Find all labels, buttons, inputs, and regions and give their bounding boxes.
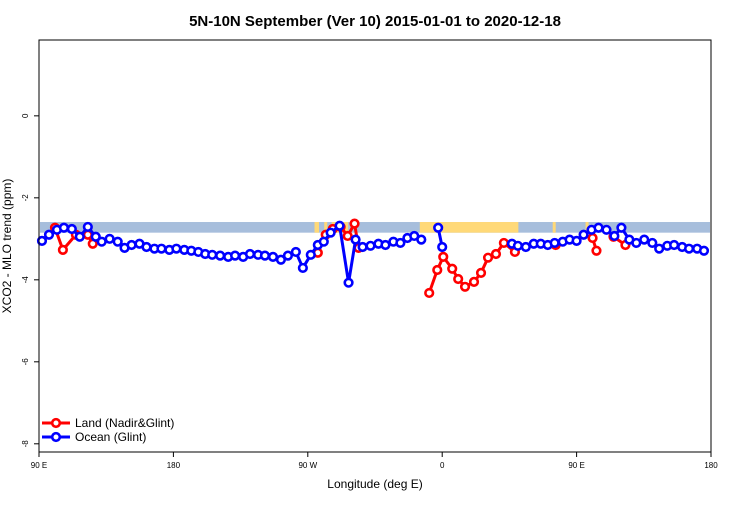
data-point — [395, 237, 406, 249]
data-point — [36, 235, 48, 246]
data-point — [357, 241, 368, 253]
data-point — [432, 264, 443, 276]
x-tick-label: 180 — [704, 461, 718, 470]
x-axis-label: Longitude (deg E) — [327, 477, 422, 491]
y-tick-label: -6 — [21, 358, 30, 366]
data-point — [468, 276, 480, 287]
data-point — [593, 222, 604, 233]
data-point — [297, 262, 308, 274]
data-point — [141, 241, 152, 253]
chart-title: 5N-10N September (Ver 10) 2015-01-01 to … — [189, 13, 561, 30]
legend-marker — [50, 431, 62, 443]
data-point — [82, 221, 93, 233]
data-point — [437, 241, 448, 253]
x-tick-label: 90 W — [298, 461, 317, 470]
data-point — [490, 248, 502, 260]
legend-marker — [50, 417, 62, 429]
y-tick-label: -2 — [21, 194, 30, 202]
data-point — [290, 246, 301, 258]
data-point — [578, 229, 589, 240]
x-axis: 90 E 180 90 W 0 90 E 180 — [31, 452, 718, 470]
data-point — [57, 244, 68, 255]
data-point — [171, 243, 182, 254]
data-point — [342, 230, 353, 242]
y-tick-label: 0 — [21, 113, 30, 118]
data-point — [104, 233, 115, 244]
y-axis-label: XCO2 - MLO trend (ppm) — [0, 179, 14, 314]
data-point — [549, 237, 560, 249]
data-point — [58, 222, 70, 233]
data-point — [683, 243, 695, 254]
data-point — [453, 273, 464, 285]
data-point — [275, 254, 287, 265]
land-band — [419, 222, 519, 233]
data-point — [365, 240, 376, 251]
y-axis: 0 -2 -4 -6 -8 — [21, 113, 39, 447]
data-point — [380, 239, 391, 251]
data-point — [587, 232, 598, 244]
data-point — [43, 229, 55, 240]
data-point — [215, 250, 226, 261]
data-point — [207, 249, 218, 260]
data-point — [156, 243, 167, 254]
series-group — [36, 218, 710, 299]
data-point — [229, 250, 241, 261]
data-point — [349, 218, 360, 229]
data-point — [66, 223, 77, 235]
x-tick-label: 90 E — [568, 461, 584, 470]
data-point — [424, 287, 435, 299]
data-point — [305, 249, 316, 260]
data-point — [416, 234, 427, 245]
land-band — [552, 222, 556, 233]
land-band — [324, 222, 328, 233]
data-point — [96, 236, 107, 247]
x-tick-label: 180 — [167, 461, 181, 470]
y-tick-label: -4 — [21, 276, 30, 284]
data-point — [498, 237, 509, 249]
data-point — [591, 245, 602, 256]
legend-label: Land (Nadir&Glint) — [75, 416, 174, 430]
data-point — [74, 231, 85, 242]
data-point — [334, 220, 345, 231]
data-point — [639, 234, 650, 245]
data-point — [482, 252, 494, 263]
land-band — [585, 222, 589, 233]
plot-frame — [38, 39, 712, 453]
data-point — [698, 245, 710, 256]
data-point — [571, 235, 582, 246]
data-point — [112, 236, 123, 247]
legend-label: Ocean (Glint) — [75, 430, 146, 444]
x-tick-label: 90 E — [31, 461, 47, 470]
data-point — [647, 237, 658, 249]
ocean-band — [40, 222, 710, 233]
legend: Land (Nadir&Glint)Ocean (Glint) — [42, 416, 174, 444]
land-band — [314, 222, 319, 233]
data-point — [631, 237, 642, 249]
data-point — [512, 240, 524, 251]
data-point — [669, 239, 680, 251]
data-point — [433, 222, 444, 233]
data-point — [475, 267, 487, 278]
x-tick-label: 0 — [440, 461, 445, 470]
data-point — [601, 224, 612, 235]
data-point — [609, 230, 620, 242]
data-point — [447, 263, 458, 274]
data-point — [259, 250, 271, 261]
data-point — [438, 251, 449, 262]
data-point — [520, 241, 531, 253]
data-point — [267, 251, 279, 262]
data-point — [616, 222, 627, 233]
y-tick-label: -8 — [21, 440, 30, 448]
data-point — [343, 277, 354, 288]
data-point — [126, 239, 137, 251]
data-point — [325, 227, 336, 238]
data-point — [244, 248, 256, 260]
data-point — [318, 236, 329, 247]
data-point — [654, 243, 665, 254]
data-point — [350, 234, 361, 245]
data-point — [459, 281, 471, 292]
data-point — [282, 250, 294, 261]
